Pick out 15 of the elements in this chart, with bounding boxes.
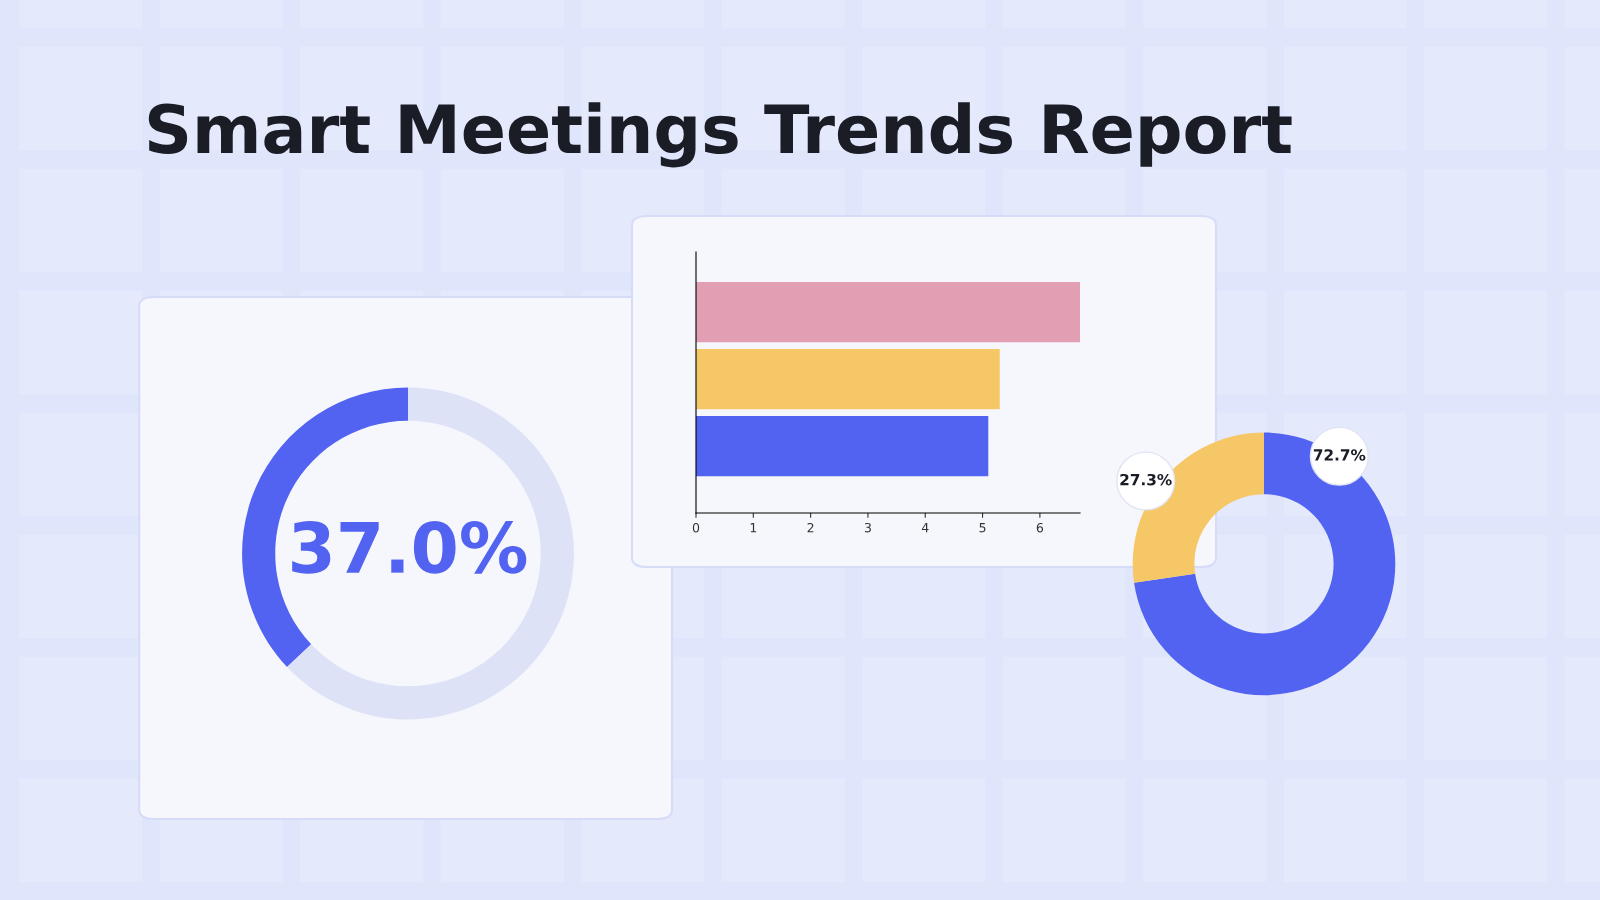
x-tick-label: 1 xyxy=(750,523,757,533)
bar xyxy=(696,349,1000,410)
x-tick-label: 4 xyxy=(921,523,929,533)
data-label: 37.0% xyxy=(292,521,527,574)
data-label: 27.3% xyxy=(1120,473,1172,486)
data-label: 72.7% xyxy=(1313,449,1366,461)
x-tick-label: 5 xyxy=(979,523,986,533)
bar xyxy=(696,415,989,477)
x-tick-label: 2 xyxy=(807,522,814,533)
x-tick-label: 3 xyxy=(864,522,871,533)
x-tick-label: 6 xyxy=(1036,522,1044,533)
text: Smart Meetings Trends Report xyxy=(148,102,1292,168)
x-tick-label: 0 xyxy=(692,522,700,533)
donut-slice xyxy=(287,387,574,720)
bar xyxy=(696,282,1080,343)
